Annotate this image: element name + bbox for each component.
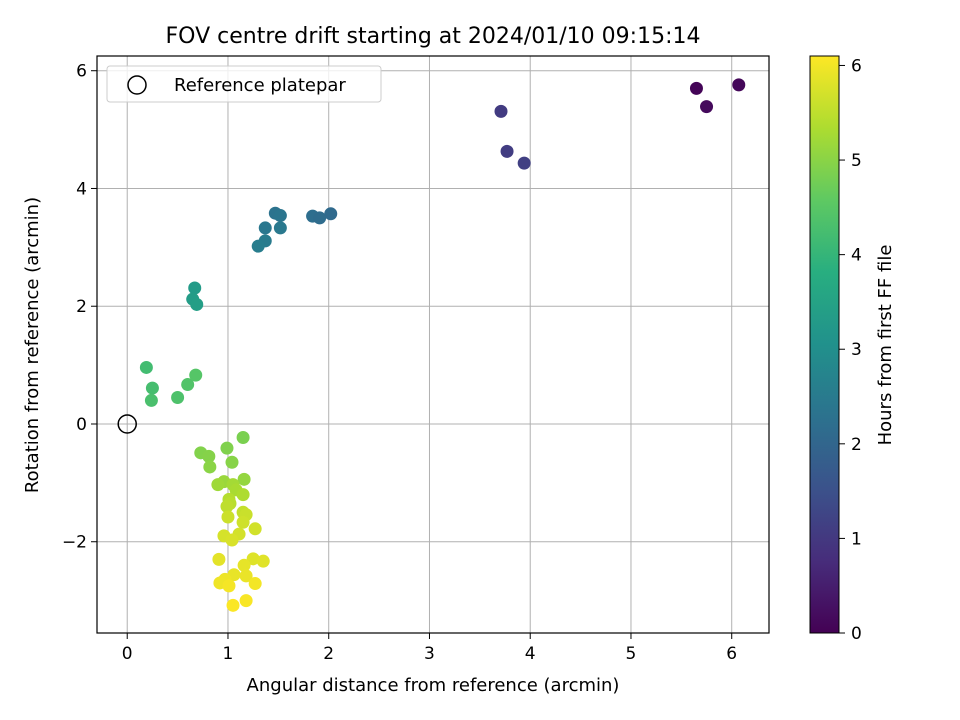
x-tick-label: 6 bbox=[726, 644, 737, 664]
colorbar-tick-label: 4 bbox=[851, 246, 862, 266]
data-point bbox=[189, 368, 203, 382]
axes-frame bbox=[96, 55, 770, 634]
data-point bbox=[139, 360, 153, 374]
x-tick-label: 1 bbox=[223, 644, 234, 664]
data-point bbox=[222, 579, 236, 593]
y-axis-label: Rotation from reference (arcmin) bbox=[22, 197, 43, 493]
data-point bbox=[236, 488, 250, 502]
data-point bbox=[212, 552, 226, 566]
colorbar-label: Hours from first FF file bbox=[875, 245, 896, 446]
legend-marker bbox=[127, 75, 147, 95]
data-point bbox=[313, 211, 327, 225]
data-point bbox=[246, 552, 260, 566]
data-point bbox=[171, 390, 185, 404]
data-point bbox=[239, 569, 253, 583]
y-tick-label: −2 bbox=[62, 533, 87, 553]
data-point bbox=[689, 81, 703, 95]
data-point bbox=[258, 221, 272, 235]
data-point bbox=[236, 431, 250, 445]
x-axis-label: Angular distance from reference (arcmin) bbox=[247, 675, 620, 696]
x-tick-label: 3 bbox=[424, 644, 435, 664]
y-tick-label: 6 bbox=[76, 62, 87, 82]
colorbar-tick-label: 6 bbox=[851, 56, 862, 76]
data-point bbox=[500, 144, 514, 158]
legend: Reference platepar bbox=[106, 65, 382, 103]
y-tick-label: 0 bbox=[76, 415, 87, 435]
data-point bbox=[181, 378, 195, 392]
colorbar: 0 1 2 3 4 5 6 Hours from first FF file bbox=[809, 55, 896, 644]
data-point bbox=[324, 207, 338, 221]
x-tick-label: 0 bbox=[122, 644, 133, 664]
data-points bbox=[139, 78, 746, 612]
colorbar-tick-label: 2 bbox=[851, 435, 862, 455]
data-point bbox=[145, 381, 159, 395]
data-point bbox=[236, 515, 250, 529]
data-point bbox=[226, 598, 240, 612]
data-point bbox=[237, 472, 251, 486]
x-tick-label: 5 bbox=[626, 644, 637, 664]
data-point bbox=[225, 533, 239, 547]
grid-lines bbox=[97, 56, 769, 633]
data-point bbox=[188, 281, 202, 295]
colorbar-ticks: 0 1 2 3 4 5 6 bbox=[839, 56, 862, 644]
data-point bbox=[237, 558, 251, 572]
colorbar-tick-label: 3 bbox=[851, 340, 862, 360]
data-point bbox=[273, 221, 287, 235]
plot-area: 0 1 2 3 4 5 6 −2 0 2 4 6 bbox=[62, 55, 770, 664]
data-point bbox=[494, 104, 508, 118]
legend-entry: Reference platepar bbox=[174, 75, 346, 96]
colorbar-tick-label: 0 bbox=[851, 624, 862, 644]
colorbar-tick-label: 1 bbox=[851, 529, 862, 549]
legend-box bbox=[106, 65, 382, 103]
data-point bbox=[144, 393, 158, 407]
data-point bbox=[202, 449, 216, 463]
data-point bbox=[251, 239, 265, 253]
x-tick-label: 4 bbox=[525, 644, 536, 664]
data-point bbox=[225, 455, 239, 469]
x-ticks: 0 1 2 3 4 5 6 bbox=[122, 633, 737, 664]
reference-platepar-marker bbox=[117, 414, 137, 434]
data-point bbox=[273, 209, 287, 223]
data-point bbox=[190, 297, 204, 311]
data-point bbox=[517, 156, 531, 170]
data-point bbox=[256, 554, 270, 568]
x-tick-label: 2 bbox=[323, 644, 334, 664]
data-point bbox=[203, 460, 217, 474]
colorbar-tick-label: 5 bbox=[851, 151, 862, 171]
data-point bbox=[221, 510, 235, 524]
chart-title: FOV centre drift starting at 2024/01/10 … bbox=[166, 24, 701, 49]
y-tick-label: 4 bbox=[76, 179, 87, 199]
data-point bbox=[732, 78, 746, 92]
y-tick-label: 2 bbox=[76, 297, 87, 317]
data-point bbox=[211, 478, 225, 492]
data-point bbox=[220, 441, 234, 455]
data-point bbox=[248, 577, 262, 591]
data-point bbox=[239, 594, 253, 608]
data-point bbox=[700, 100, 714, 114]
data-point bbox=[220, 499, 234, 513]
colorbar-gradient bbox=[809, 55, 840, 634]
y-ticks: −2 0 2 4 6 bbox=[62, 62, 97, 553]
data-point bbox=[248, 522, 262, 536]
